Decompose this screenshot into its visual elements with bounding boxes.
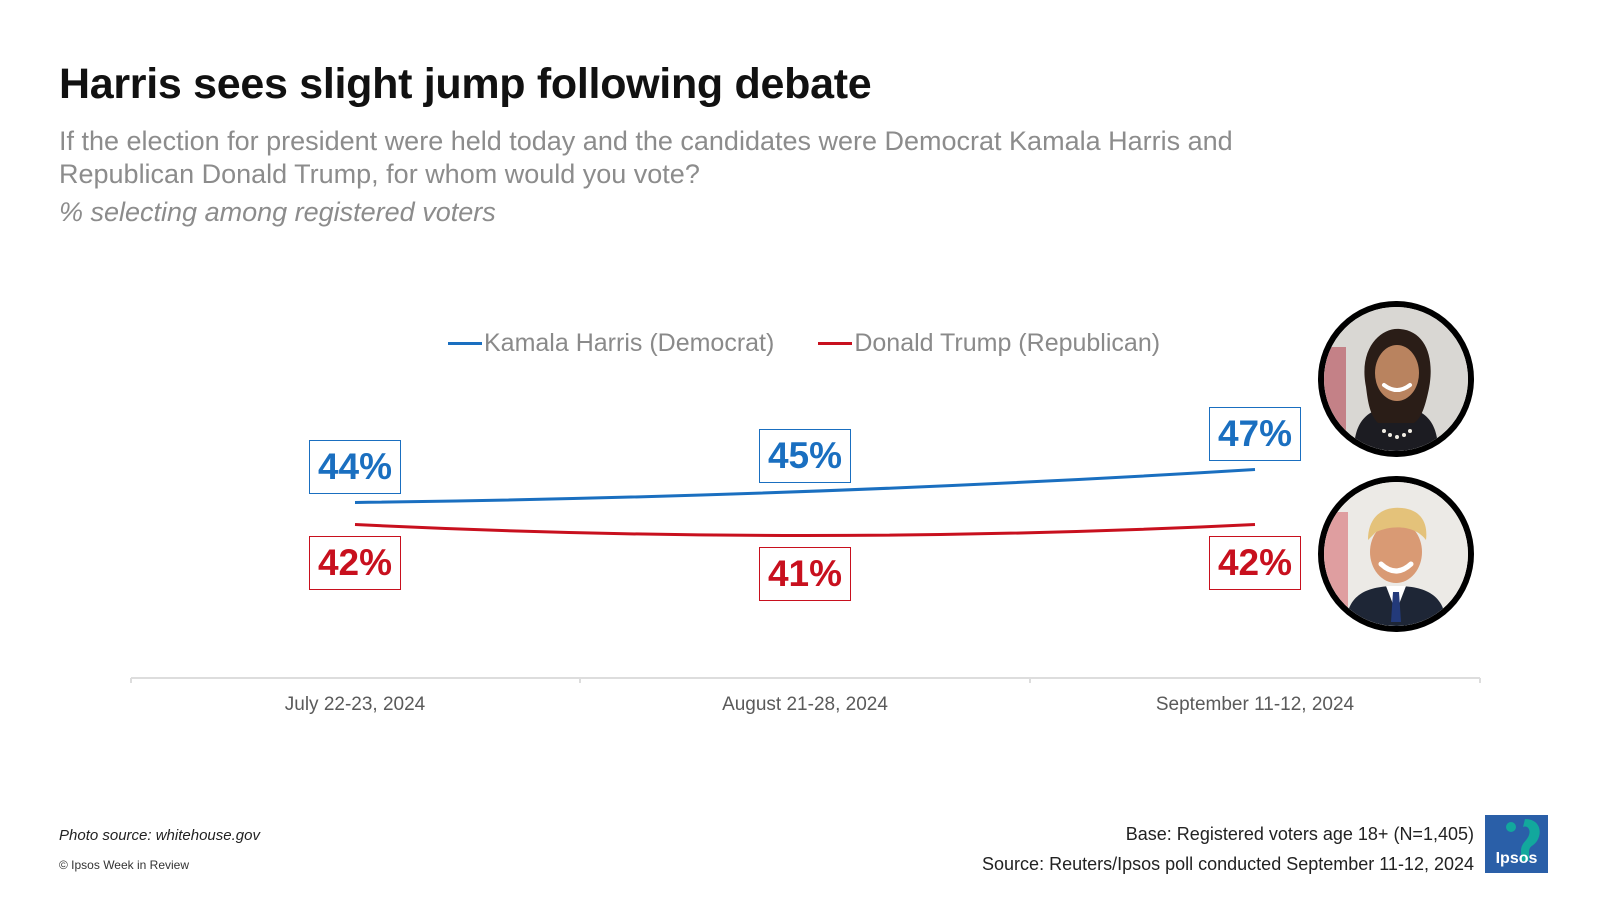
- kamala-harris-photo: [1318, 301, 1474, 457]
- source-note: Source: Reuters/Ipsos poll conducted Sep…: [982, 854, 1474, 874]
- portrait-illustration: [1324, 307, 1468, 451]
- ipsos-logo: Ipsos: [1485, 815, 1548, 873]
- chart-legend: Kamala Harris (Democrat) Donald Trump (R…: [448, 326, 1204, 360]
- logo-wordmark: Ipsos: [1495, 850, 1538, 867]
- legend-item-trump: Donald Trump (Republican): [818, 329, 1160, 358]
- survey-question: If the election for president were held …: [59, 126, 1233, 189]
- base-note: Base: Registered voters age 18+ (N=1,405…: [1125, 824, 1474, 844]
- x-axis-tick-label: August 21-28, 2024: [722, 694, 888, 715]
- legend-label-trump: Donald Trump (Republican): [854, 328, 1161, 357]
- data-label-harris: 47%: [1209, 406, 1301, 461]
- data-label-trump: 41%: [759, 546, 851, 601]
- x-axis-tick-label: September 11-12, 2024: [1155, 694, 1355, 715]
- series-line-harris: [354, 468, 1256, 504]
- series-line-trump: [354, 523, 1256, 537]
- portrait-illustration: [1324, 482, 1468, 626]
- data-label-harris: 44%: [309, 439, 401, 494]
- data-label-trump: 42%: [309, 535, 401, 590]
- chart-subtitle: % selecting among registered voters: [59, 197, 496, 227]
- ipsos-logo-mark: [1506, 819, 1540, 861]
- legend-swatch-harris: [448, 341, 482, 345]
- donald-trump-photo: [1318, 476, 1474, 632]
- x-axis-tick-label: July 22-23, 2024: [284, 694, 426, 715]
- chart-title: Harris sees slight jump following debate: [59, 60, 872, 108]
- legend-swatch-trump: [818, 341, 853, 345]
- legend-item-harris: Kamala Harris (Democrat): [448, 329, 774, 358]
- photo-source-note: Photo source: whitehouse.gov: [59, 827, 260, 844]
- data-label-trump: 42%: [1209, 535, 1301, 590]
- legend-label-harris: Kamala Harris (Democrat): [484, 328, 775, 357]
- copyright-note: © Ipsos Week in Review: [59, 858, 190, 872]
- data-label-harris: 45%: [759, 428, 851, 483]
